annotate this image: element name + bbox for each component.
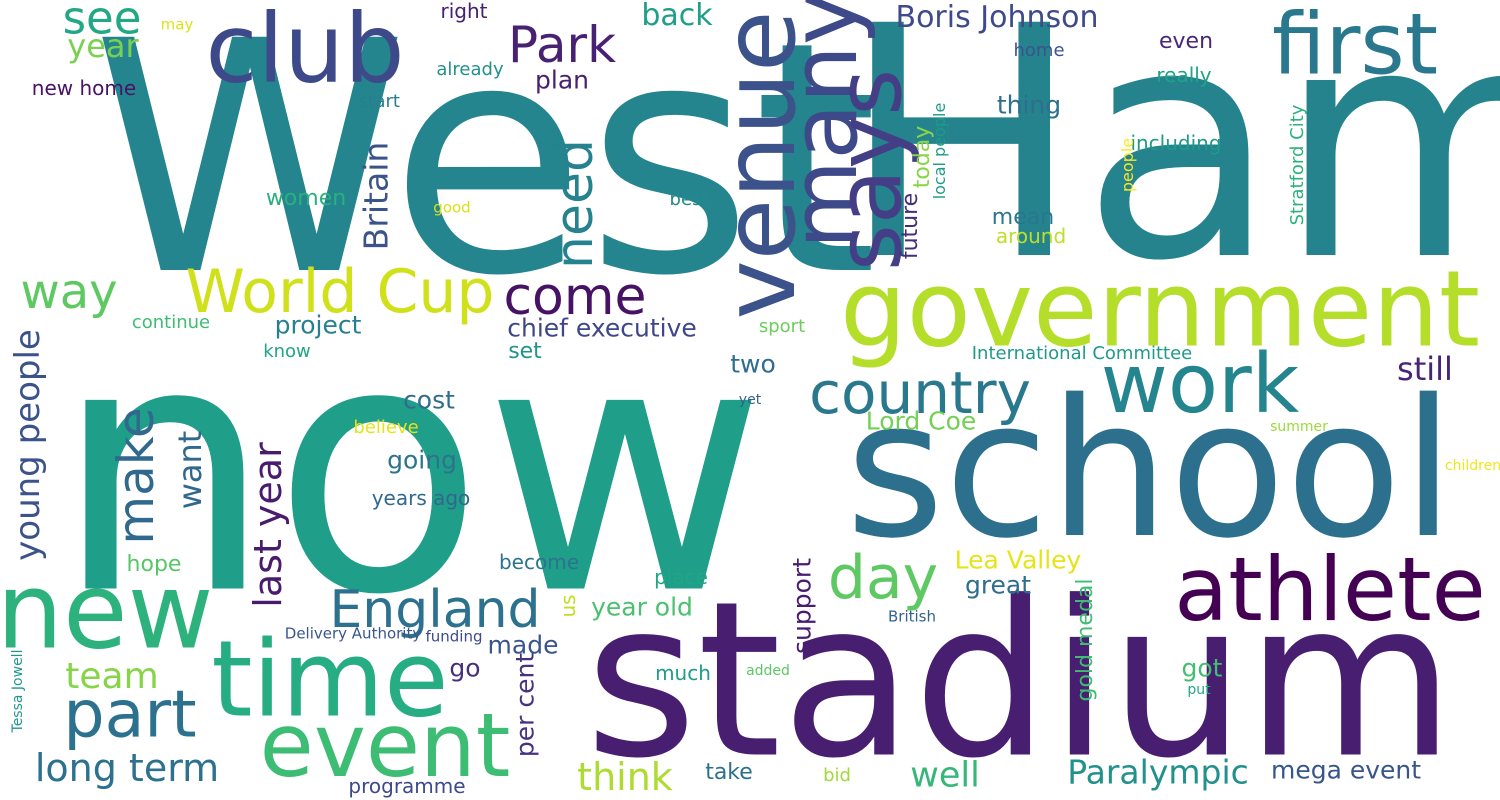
word-future: future (898, 192, 923, 260)
word-well: well (910, 755, 980, 796)
word-chief-executive: chief executive (507, 313, 697, 343)
word-mega-event: mega event (1270, 755, 1422, 785)
word-back: back (641, 0, 713, 33)
word-funding: funding (425, 627, 483, 646)
word-really: really (1156, 63, 1212, 87)
word-start: start (358, 91, 400, 112)
word-become: become (498, 550, 580, 574)
word-ham: Ham (840, 0, 1500, 331)
word-continue: continue (131, 312, 211, 333)
word-much: much (655, 661, 711, 685)
word-children: children (1444, 458, 1500, 474)
word-plan: plan (535, 65, 589, 95)
word-team: team (65, 656, 159, 697)
word-summer: summer (1270, 419, 1328, 435)
word-good: good (433, 198, 471, 217)
word-come: come (503, 267, 647, 327)
word-support: support (787, 558, 817, 654)
word-take: take (705, 760, 753, 785)
word-thing: thing (996, 90, 1062, 120)
word-need: need (545, 139, 605, 269)
word-home: home (1013, 40, 1065, 61)
word-now: now (54, 269, 766, 671)
word-added: added (746, 663, 790, 679)
word-gold-medal: gold medal (1073, 578, 1098, 702)
word-long-term: long term (34, 746, 220, 790)
word-two: two (730, 349, 776, 379)
word-part: part (63, 677, 197, 753)
word-sport: sport (758, 316, 806, 337)
word-england: England (329, 580, 541, 640)
word-per-cent: per cent (510, 652, 540, 758)
word-event: event (259, 694, 511, 797)
word-cost: cost (403, 385, 455, 415)
word-day: day (827, 543, 939, 613)
word-set: set (508, 339, 542, 364)
word-britain: Britain (356, 141, 396, 251)
word-years-ago: years ago (371, 486, 471, 510)
word-delivery-authority: Delivery Authority (284, 624, 422, 643)
word-year-old: year old (591, 592, 693, 622)
word-paralympic: Paralympic (1067, 752, 1249, 792)
word-hope: hope (126, 552, 182, 577)
word-stratford-city: Stratford City (1287, 104, 1308, 226)
word-world-cup: World Cup (185, 257, 495, 327)
word-stadium: stadium (585, 554, 1455, 800)
word-know: know (263, 341, 311, 362)
word-us: us (556, 594, 580, 618)
word-international-committee: International Committee (971, 343, 1193, 364)
word-british: British (888, 607, 936, 626)
word-last-year: last year (246, 442, 290, 608)
word-including: including (1130, 131, 1222, 155)
word-great: great (964, 570, 1032, 600)
word-place: place (654, 565, 708, 589)
word-even: even (1158, 29, 1214, 54)
word-make: make (107, 407, 165, 545)
word-yet: yet (738, 392, 762, 408)
word-west: West (91, 0, 879, 346)
word-right: right (440, 0, 488, 23)
word-around: around (995, 224, 1067, 248)
word-club: club (205, 0, 405, 105)
word-park: Park (507, 16, 617, 74)
word-going: going (387, 445, 457, 475)
word-go: go (449, 653, 481, 683)
word-athlete: athlete (1174, 538, 1486, 641)
word-new-home: new home (31, 76, 137, 100)
word-boris-johnson: Boris Johnson (895, 0, 1099, 35)
word-programme: programme (348, 774, 466, 798)
word-way: way (20, 264, 118, 320)
word-made: made (487, 630, 559, 660)
word-lord-coe: Lord Coe (865, 406, 977, 436)
word-see: see (62, 0, 142, 45)
word-year: year (67, 27, 139, 65)
word-got: got (1181, 653, 1223, 683)
word-believe: believe (353, 417, 419, 438)
word-government: government (839, 248, 1481, 371)
word-women: women (265, 186, 347, 211)
word-time: time (211, 618, 449, 741)
word-bid: bid (823, 765, 851, 786)
word-people: people (1118, 137, 1137, 193)
word-want: want (171, 430, 209, 510)
word-tessa-jowell: Tessa Jowell (10, 649, 26, 733)
word-work: work (1100, 337, 1300, 432)
word-think: think (577, 755, 673, 799)
word-still: still (1397, 350, 1453, 388)
word-project: project (274, 310, 362, 340)
word-first: first (1271, 0, 1439, 95)
word-lea-valley: Lea Valley (954, 545, 1082, 575)
word-put: put (1187, 682, 1211, 698)
word-already: already (436, 59, 504, 80)
word-may: may (160, 15, 194, 34)
word-local-people: local people (930, 102, 949, 200)
word-school: school (845, 359, 1455, 580)
word-best: best (669, 189, 709, 210)
word-mean: mean (991, 205, 1055, 230)
word-country: country (809, 359, 1031, 427)
word-new: new (0, 550, 214, 673)
word-young-people: young people (8, 329, 48, 561)
